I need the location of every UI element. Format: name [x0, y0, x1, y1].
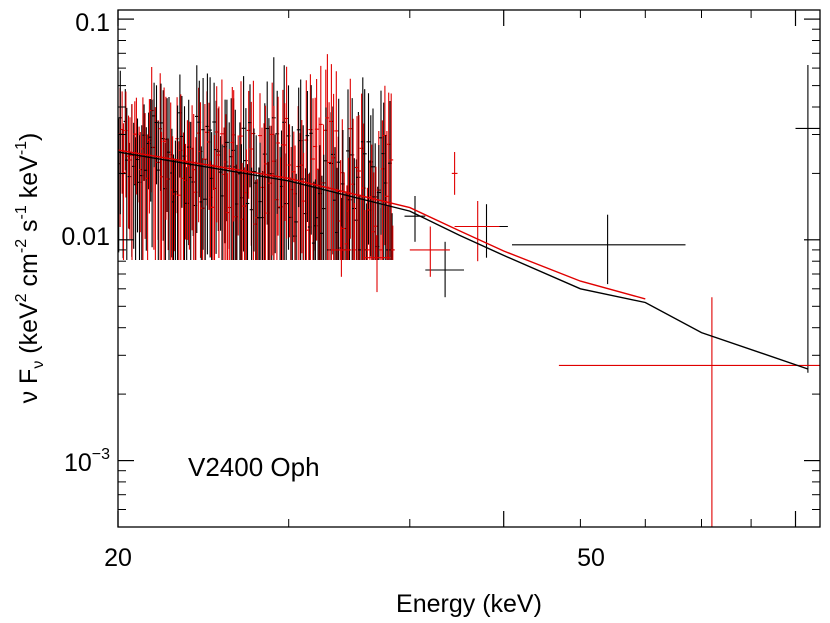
- dense-point: [321, 154, 326, 260]
- dense-point: [334, 71, 339, 260]
- xtick-label-50: 50: [577, 544, 605, 572]
- dense-point: [373, 143, 378, 260]
- dense-point: [251, 80, 256, 260]
- dense-point: [354, 159, 359, 260]
- y-axis-label: ν Fν (keV2 cm-2 s-1 keV-1): [13, 133, 47, 404]
- dense-point: [241, 76, 246, 252]
- black-data-point: [404, 196, 426, 242]
- dense-point: [340, 119, 345, 260]
- dense-point: [389, 93, 394, 260]
- red-data-point: [409, 226, 450, 277]
- dense-point: [318, 65, 323, 260]
- dense-point: [195, 65, 199, 233]
- red-model-curve: [117, 149, 646, 300]
- dense-point: [294, 173, 299, 260]
- data-points: [331, 65, 820, 527]
- dense-point: [159, 131, 164, 260]
- model-curves: [117, 149, 809, 370]
- dense-point: [336, 98, 341, 260]
- dense-point: [296, 87, 301, 208]
- dense-point: [262, 103, 267, 260]
- dense-point: [177, 141, 181, 260]
- dense-point: [347, 137, 352, 260]
- dense-point: [348, 78, 353, 239]
- dense-point: [258, 142, 262, 260]
- axis-ticks: [117, 10, 820, 528]
- plot-frame: [117, 9, 821, 528]
- dense-point: [245, 164, 250, 260]
- ytick-label-1e-3: 10−3: [64, 446, 110, 477]
- dense-data-points: [118, 54, 395, 260]
- dense-point: [314, 79, 319, 241]
- dense-point: [121, 123, 126, 260]
- black-data-point: [425, 241, 464, 298]
- dense-point: [162, 87, 166, 260]
- dense-point: [130, 104, 134, 260]
- red-data-point: [454, 201, 500, 262]
- black-data-point: [512, 214, 686, 285]
- red-data-point: [331, 226, 352, 277]
- dense-point: [284, 66, 289, 239]
- dense-point: [376, 145, 381, 260]
- dense-point: [118, 70, 122, 215]
- dense-point: [386, 206, 391, 260]
- dense-point: [301, 152, 306, 260]
- ytick-label-0.01: 0.01: [61, 223, 110, 251]
- red-data-point: [451, 152, 458, 195]
- ytick-label-0.1: 0.1: [75, 9, 110, 37]
- dense-point: [225, 99, 229, 222]
- dense-point: [125, 107, 129, 260]
- dense-point: [203, 159, 207, 260]
- source-annotation: V2400 Oph: [188, 452, 320, 482]
- dense-point: [214, 100, 218, 254]
- dense-point: [252, 128, 256, 252]
- dense-point: [390, 225, 395, 260]
- red-data-point: [363, 235, 391, 293]
- red-data-point: [558, 297, 820, 527]
- dense-point: [156, 121, 160, 260]
- dense-point: [366, 93, 371, 245]
- dense-point: [282, 65, 287, 260]
- x-axis-label: Energy (keV): [396, 590, 542, 618]
- dense-point: [239, 144, 244, 260]
- dense-point: [371, 108, 375, 260]
- black-data-point: [795, 65, 820, 373]
- dense-point: [356, 115, 361, 260]
- xtick-label-20: 20: [104, 544, 132, 572]
- dense-point: [227, 149, 232, 260]
- dense-point: [311, 98, 315, 260]
- dense-point: [220, 144, 224, 260]
- dense-point: [305, 91, 310, 222]
- black-model-curve: [117, 151, 809, 370]
- dense-point: [128, 117, 132, 239]
- dense-point: [276, 96, 280, 236]
- dense-point: [331, 106, 335, 255]
